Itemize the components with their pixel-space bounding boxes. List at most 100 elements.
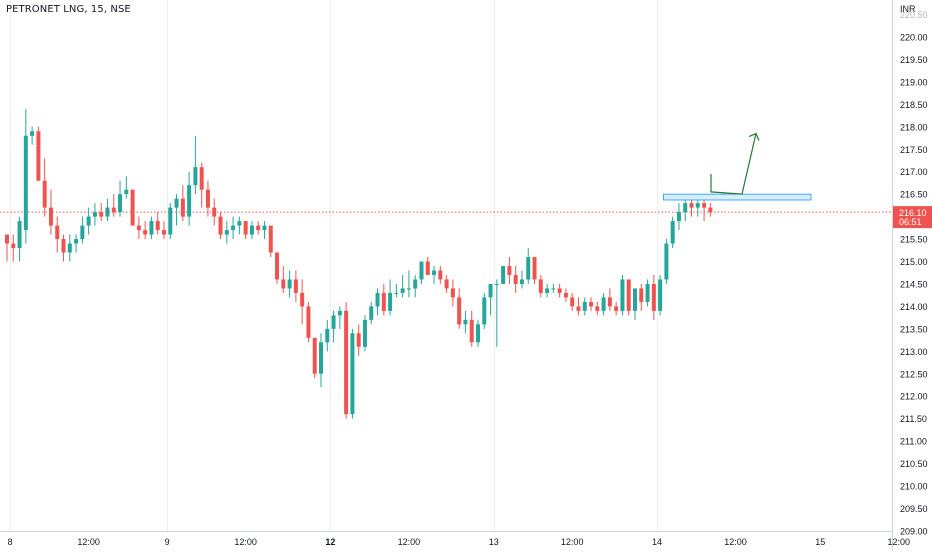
candle-body <box>256 225 261 231</box>
candle-body <box>312 337 317 374</box>
candle-body <box>350 333 355 415</box>
candle-body <box>695 203 700 208</box>
candle-body <box>243 221 248 235</box>
candle-body <box>589 301 594 307</box>
x-tick-label: 12:00 <box>724 537 747 547</box>
candle-body <box>557 288 562 293</box>
y-tick-label: 215.00 <box>900 257 928 267</box>
y-tick-label: 216.50 <box>900 190 928 200</box>
candle-body <box>249 225 254 235</box>
candle-body <box>5 234 9 244</box>
candle-body <box>645 283 650 302</box>
x-tick-label: 12:00 <box>77 537 100 547</box>
candle-body <box>482 297 487 325</box>
candle-body <box>413 279 418 289</box>
candle-body <box>551 288 556 290</box>
candle-body <box>463 319 468 325</box>
candle-body <box>17 221 22 249</box>
candle-body <box>162 230 166 235</box>
candle-body <box>457 297 462 325</box>
y-tick-label: 217.50 <box>900 145 928 155</box>
candle-body <box>356 333 361 347</box>
candle-body <box>319 342 323 374</box>
candle-body <box>400 288 405 293</box>
candle-body <box>337 310 342 316</box>
candle-body <box>620 279 625 311</box>
candle-body <box>507 265 512 275</box>
candle-body <box>80 225 85 240</box>
candle-body <box>708 207 713 213</box>
candle-body <box>11 243 16 249</box>
y-tick-label: 214.50 <box>900 279 928 289</box>
candle-body <box>36 131 41 181</box>
x-tick-label: 12:00 <box>561 537 584 547</box>
candle-body <box>394 292 399 294</box>
candle-body <box>438 270 443 280</box>
y-tick-label: 215.50 <box>900 235 928 245</box>
candle-body <box>425 261 430 275</box>
y-tick-label: 212.50 <box>900 369 928 379</box>
y-tick-label: 212.00 <box>900 392 928 402</box>
candle-body <box>325 328 330 343</box>
candle-body <box>702 203 707 208</box>
candle-body <box>344 310 349 415</box>
candle-body <box>300 292 305 307</box>
candle-body <box>23 135 28 231</box>
y-tick-label: 214.00 <box>900 302 928 312</box>
x-tick-label: 12:00 <box>887 537 910 547</box>
candle-body <box>513 274 518 284</box>
candle-countdown: 06:51 <box>899 217 922 227</box>
candle-body <box>155 221 160 231</box>
candle-body <box>149 221 154 235</box>
last-price-badge <box>893 206 932 229</box>
candle-body <box>595 306 600 311</box>
candle-body <box>633 288 637 311</box>
x-tick-label: 14 <box>652 537 662 547</box>
candle-body <box>262 225 267 231</box>
candle-body <box>187 185 192 217</box>
y-tick-label: 210.50 <box>900 459 928 469</box>
y-tick-label: 209.50 <box>900 504 928 514</box>
candle-body <box>381 292 386 311</box>
candle-body <box>676 212 681 222</box>
candle-body <box>287 279 292 289</box>
candle-body <box>268 225 273 253</box>
candle-body <box>450 288 455 298</box>
arrow-head <box>748 132 760 141</box>
candle-body <box>683 203 688 213</box>
candle-body <box>476 324 480 343</box>
candle-body <box>526 257 531 280</box>
candle-body <box>664 243 669 280</box>
candle-body <box>55 225 60 240</box>
candle-body <box>689 203 694 208</box>
projection-arrow <box>710 133 757 195</box>
x-tick-label: 12:00 <box>234 537 257 547</box>
candle-body <box>143 230 148 235</box>
currency-label: INR <box>900 4 916 14</box>
candle-body <box>174 198 179 208</box>
candle-body <box>231 225 236 231</box>
y-tick-label: 219.00 <box>900 77 928 87</box>
candle-body <box>406 288 411 290</box>
candle-body <box>626 279 631 311</box>
y-tick-label: 217.00 <box>900 167 928 177</box>
candle-body <box>639 288 644 302</box>
y-tick-label: 210.00 <box>900 482 928 492</box>
x-tick-label: 9 <box>165 537 170 547</box>
candle-body <box>193 167 198 186</box>
x-tick-label: 13 <box>489 537 499 547</box>
y-tick-label: 213.00 <box>900 347 928 357</box>
x-tick-label: 8 <box>8 537 13 547</box>
candle-body <box>30 131 35 136</box>
candle-body <box>369 306 374 320</box>
candle-body <box>563 292 568 298</box>
candle-body <box>42 180 47 208</box>
candle-body <box>532 257 537 280</box>
candle-body <box>99 212 104 217</box>
y-tick-label: 220.00 <box>900 33 928 43</box>
candle-body <box>212 207 217 217</box>
candle-body <box>444 279 449 289</box>
x-tick-label: 12 <box>325 537 335 547</box>
